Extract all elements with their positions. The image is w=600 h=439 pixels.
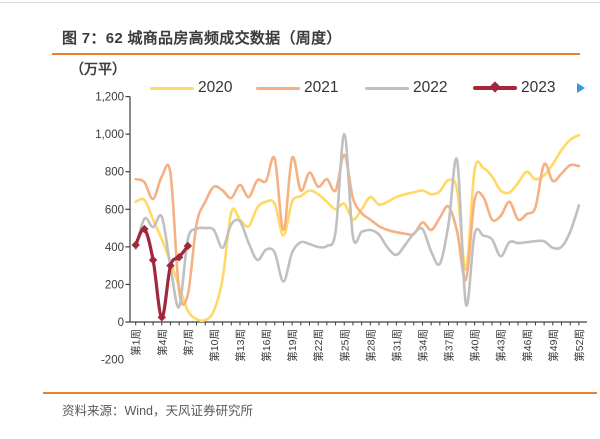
series-marker-2023 <box>131 240 140 250</box>
y-axis-unit-label: （万平） <box>70 61 126 77</box>
y-tick-label: 400 <box>105 242 124 254</box>
x-tick-label: 第13周 <box>234 329 247 362</box>
series-marker-2023 <box>140 224 149 234</box>
x-tick-label: 第49周 <box>547 329 560 362</box>
x-tick-label: 第22周 <box>312 329 325 362</box>
series-marker-2023 <box>174 252 184 262</box>
legend-line-icon-2020 <box>150 86 194 90</box>
y-tick-label: 600 <box>105 204 124 216</box>
series-marker-2023 <box>183 241 193 251</box>
legend-item-2021: 2021 <box>256 79 338 97</box>
legend-item-2020: 2020 <box>150 79 232 97</box>
series-marker-2023 <box>148 255 158 265</box>
footer-rule <box>43 392 597 394</box>
source-note: 资料来源：Wind，天风证券研究所 <box>62 404 253 418</box>
x-tick-label: 第7周 <box>182 329 195 356</box>
x-tick-label: 第4周 <box>156 329 169 356</box>
figure-title: 图 7：62 城商品房高频成交数据（周度） <box>62 30 342 47</box>
y-tick-label: 800 <box>105 167 124 179</box>
x-tick-label: 第16周 <box>260 329 273 362</box>
x-tick-label: 第40周 <box>469 329 482 362</box>
series-line-2022 <box>134 132 581 309</box>
x-tick-label: 第31周 <box>390 329 403 362</box>
legend-label-2022: 2022 <box>413 79 448 96</box>
x-tick-label: 第10周 <box>208 329 221 362</box>
series-line-2020 <box>134 133 581 323</box>
legend-label-2023: 2023 <box>521 79 556 96</box>
legend-line-icon-2022 <box>365 86 409 90</box>
y-tick-label: 200 <box>105 279 124 291</box>
x-tick-label: 第52周 <box>573 329 586 362</box>
x-tick-label: 第37周 <box>443 329 456 362</box>
legend-line-icon-2023 <box>473 81 517 93</box>
legend-label-2021: 2021 <box>304 79 339 96</box>
scroll-arrow-icon <box>577 83 585 93</box>
x-tick-label: 第19周 <box>286 329 299 362</box>
series-line-2021 <box>134 153 581 306</box>
title-underline <box>52 53 580 55</box>
legend-label-2020: 2020 <box>198 79 233 96</box>
series-marker-2023 <box>157 313 166 322</box>
x-tick-label: 第28周 <box>364 329 377 362</box>
x-tick-label: 第43周 <box>495 329 508 362</box>
y-tick-label: 0 <box>118 317 124 329</box>
series-marker-2023 <box>166 261 175 270</box>
legend-line-icon-2021 <box>256 86 300 90</box>
x-tick-label: 第34周 <box>416 329 429 362</box>
x-tick-label: 第1周 <box>130 329 143 356</box>
legend-item-2022: 2022 <box>365 79 447 97</box>
x-tick-label: 第46周 <box>521 329 534 362</box>
y-tick-label: 1,000 <box>95 129 124 141</box>
y-tick-label: -200 <box>101 355 124 367</box>
legend: 2020 2021 2022 2023 <box>0 79 600 97</box>
legend-item-2023: 2023 <box>473 79 555 97</box>
y-tick-label: 1,200 <box>95 92 124 104</box>
top-border-line <box>0 2 600 3</box>
x-tick-label: 第25周 <box>338 329 351 362</box>
